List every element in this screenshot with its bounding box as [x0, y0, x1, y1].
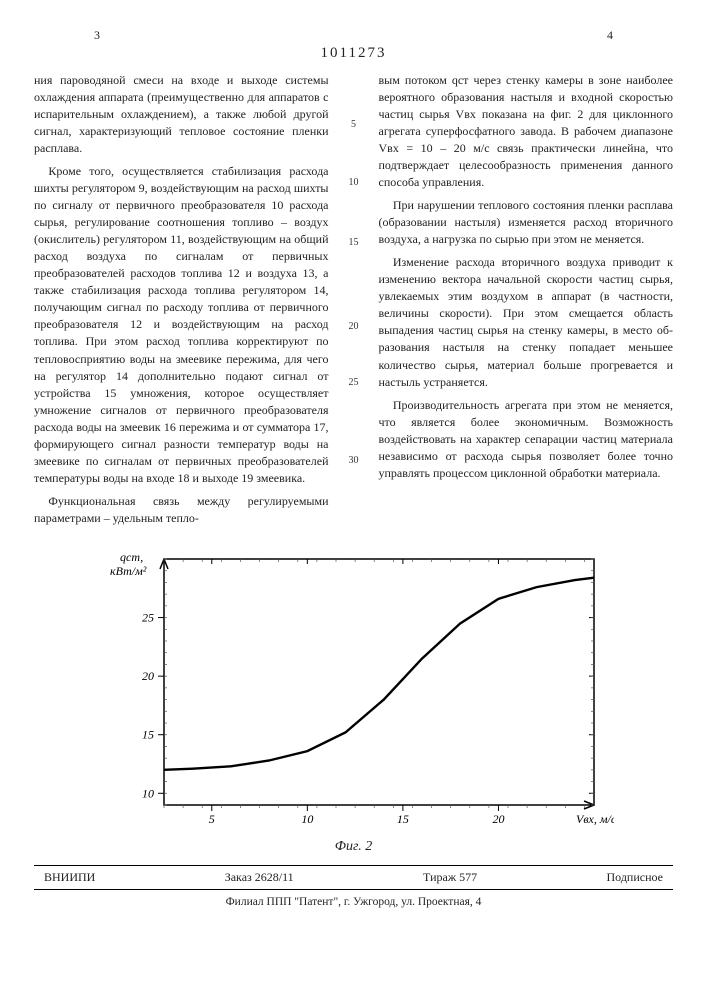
footer-order: Заказ 2628/11 — [225, 870, 294, 885]
svg-text:Vвх, м/с: Vвх, м/с — [576, 812, 614, 826]
line-number: 25 — [343, 376, 365, 390]
footer-line-1: ВНИИПИ Заказ 2628/11 Тираж 577 Подписное — [34, 870, 673, 890]
line-number: 20 — [343, 320, 365, 334]
footer-rule — [34, 865, 673, 866]
footer-org: ВНИИПИ — [44, 870, 95, 885]
text-columns: ния пароводяной смеси на входе и выходе … — [34, 72, 673, 533]
chart-svg: 5 10 15 20 10 15 20 25 qст,кВт/м² Vвх, м/с — [94, 547, 614, 837]
svg-text:10: 10 — [301, 812, 313, 826]
col-num-right: 4 — [607, 28, 613, 43]
page-numbers: 3 4 — [34, 28, 673, 43]
svg-text:20: 20 — [492, 812, 504, 826]
svg-text:10: 10 — [142, 786, 154, 800]
svg-text:qст,: qст, — [120, 550, 143, 564]
line-number-gutter: 5 10 15 20 25 30 — [343, 72, 365, 533]
left-p1: ния пароводяной смеси на входе и выходе … — [34, 72, 329, 157]
right-p3: Изменение расхода вторичного воз­духа пр… — [379, 254, 674, 390]
right-column: вым потоком qст через стенку камеры в зо… — [379, 72, 674, 533]
footer-line-2: Филиал ППП "Патент", г. Ужгород, ул. Про… — [34, 896, 673, 908]
line-number: 30 — [343, 454, 365, 468]
right-p2: При нарушении теплового состояния пленки… — [379, 197, 674, 248]
right-p4: Производительность агрегата при этом не … — [379, 397, 674, 482]
line-number: 5 — [343, 118, 365, 132]
line-number: 10 — [343, 176, 365, 190]
svg-text:кВт/м²: кВт/м² — [110, 564, 147, 578]
left-p2: Кроме того, осуществляется стабилиза­ция… — [34, 163, 329, 487]
right-p1: вым потоком qст через стенку камеры в зо… — [379, 72, 674, 191]
figure-2: 5 10 15 20 10 15 20 25 qст,кВт/м² Vвх, м/с Фиг. 2 — [34, 547, 673, 855]
left-column: ния пароводяной смеси на входе и выходе … — [34, 72, 329, 533]
svg-text:15: 15 — [396, 812, 408, 826]
svg-text:15: 15 — [142, 728, 154, 742]
patent-number: 1011273 — [34, 45, 673, 62]
footer-tirage: Тираж 577 — [423, 870, 477, 885]
svg-text:20: 20 — [142, 669, 154, 683]
col-num-left: 3 — [94, 28, 100, 43]
svg-text:5: 5 — [208, 812, 214, 826]
figure-caption: Фиг. 2 — [34, 839, 673, 855]
svg-text:25: 25 — [142, 610, 154, 624]
left-p3: Функциональная связь между регули­руемым… — [34, 493, 329, 527]
line-number: 15 — [343, 236, 365, 250]
footer-sign: Подписное — [607, 870, 664, 885]
